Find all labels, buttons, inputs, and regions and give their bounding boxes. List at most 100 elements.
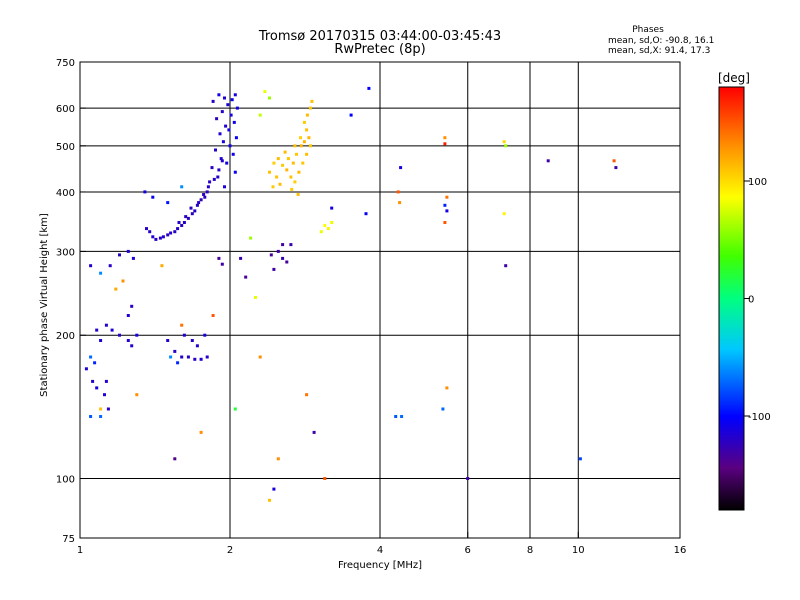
data-point (203, 333, 207, 337)
x-tick-label: 4 (377, 545, 383, 556)
data-point (135, 333, 139, 337)
data-point (276, 457, 280, 461)
data-point (295, 152, 298, 156)
data-point (227, 128, 231, 132)
colorbar: [deg] 100 0 -100 (718, 71, 771, 511)
data-point (154, 237, 158, 241)
data-point (182, 221, 186, 224)
data-point (223, 96, 226, 100)
data-point (217, 168, 221, 172)
data-point (445, 195, 449, 199)
data-point (285, 168, 289, 172)
data-point (214, 148, 217, 152)
data-point (199, 357, 203, 361)
data-point (182, 333, 186, 337)
data-point (224, 124, 228, 128)
data-point (190, 339, 194, 342)
data-point (199, 198, 203, 202)
data-point (254, 296, 257, 299)
data-point (268, 96, 271, 100)
data-point (195, 344, 199, 348)
colorbar-tick-label: 100 (748, 177, 767, 188)
data-point (103, 393, 106, 397)
data-point (89, 415, 93, 418)
data-point (126, 249, 130, 253)
chart-title: Tromsø 20170315 03:44:00-03:45:43 (258, 29, 501, 44)
data-point (278, 182, 282, 186)
colorbar-ticks: 100 0 -100 (744, 177, 771, 423)
data-point (99, 415, 103, 418)
data-point (319, 230, 323, 234)
data-point (312, 430, 316, 434)
data-point (293, 180, 297, 184)
data-point (95, 328, 99, 332)
data-point (197, 201, 201, 205)
colorbar-tick-label: -100 (748, 412, 771, 423)
data-point (169, 231, 173, 235)
data-point (330, 206, 334, 210)
data-point (272, 267, 276, 271)
data-point (234, 136, 238, 140)
data-point (443, 136, 447, 140)
data-point (180, 224, 184, 227)
data-point (268, 498, 271, 502)
data-point (443, 142, 447, 146)
x-tick-label: 6 (465, 545, 471, 556)
data-point (220, 262, 224, 266)
x-tick-label: 16 (674, 545, 687, 556)
data-point (289, 243, 293, 247)
data-point (166, 339, 170, 342)
data-point (176, 361, 180, 365)
data-point (299, 136, 302, 140)
y-tick-label: 600 (56, 104, 75, 115)
data-point (151, 235, 155, 239)
data-point (305, 393, 309, 397)
grid-lines (80, 62, 680, 538)
data-point (199, 430, 203, 434)
data-point (307, 136, 311, 140)
data-point (400, 415, 404, 418)
data-point (166, 201, 170, 205)
data-point (305, 128, 309, 132)
y-axis-label: Stationary phase Virtual Height [km] (39, 213, 50, 397)
data-point (126, 314, 130, 317)
data-point (173, 230, 177, 234)
axis-ticks: 1 2 4 6 8 10 16 75 100 200 300 400 500 600 750 (56, 58, 686, 556)
data-point (349, 113, 353, 117)
data-point (184, 215, 188, 219)
data-point (95, 386, 99, 390)
data-point (135, 393, 139, 397)
chart-subtitle: RwPretec (8p) (334, 42, 425, 57)
data-point (220, 159, 224, 163)
y-tick-label: 75 (62, 534, 75, 545)
data-point (177, 221, 181, 224)
data-point (233, 93, 237, 97)
data-point (99, 339, 103, 342)
data-point (268, 170, 271, 174)
data-point (272, 487, 276, 491)
data-point (441, 407, 445, 411)
data-point (216, 175, 220, 179)
data-point (297, 170, 301, 174)
data-point (223, 185, 226, 189)
data-point (305, 113, 309, 117)
data-point (269, 253, 273, 257)
data-point (217, 93, 221, 97)
data-point (305, 152, 309, 156)
stats-heading: Phases (632, 25, 664, 35)
data-point (110, 328, 114, 332)
y-tick-label: 400 (56, 188, 75, 199)
x-tick-label: 2 (227, 545, 233, 556)
data-point (148, 230, 152, 234)
data-point (108, 264, 112, 268)
data-point (160, 264, 164, 268)
data-point (193, 209, 197, 213)
data-point (211, 99, 215, 103)
data-point (195, 203, 199, 207)
data-point (221, 140, 225, 144)
data-points (84, 86, 618, 502)
data-point (286, 157, 290, 161)
data-point (302, 120, 306, 124)
stats-line-o: mean, sd,O: -90.8, 16.1 (608, 36, 714, 46)
data-point (299, 144, 303, 148)
